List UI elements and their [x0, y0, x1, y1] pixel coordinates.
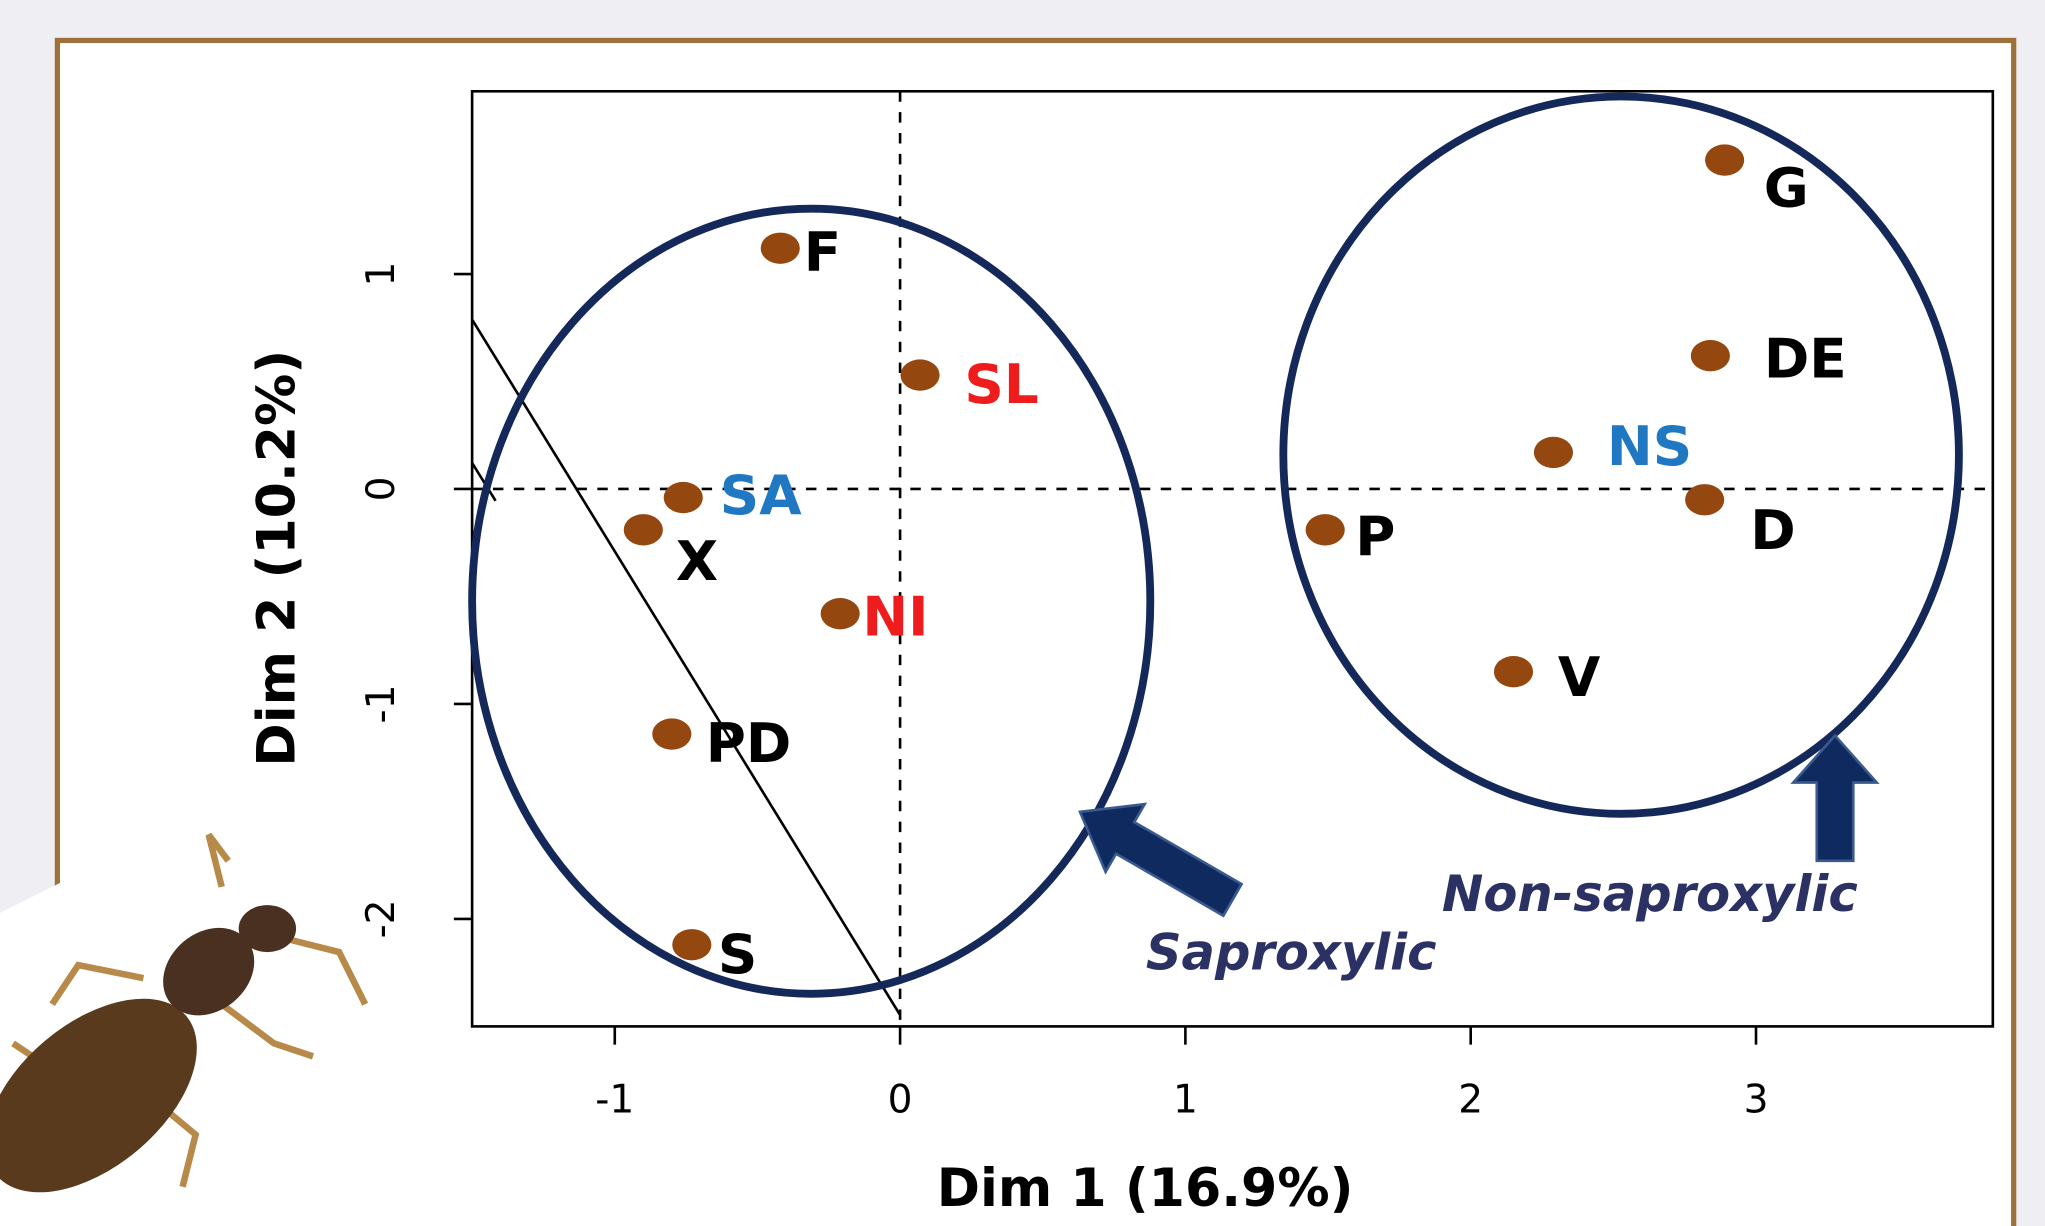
annotation: Saproxylic	[1146, 923, 1437, 981]
point-label: SL	[964, 352, 1038, 416]
chart-root: -1 0 1 2 3 -2 -1 0 1 F SL SAX NI PD S G DE NS D P V Saproxyl…	[0, 0, 2045, 1226]
point-label: NS	[1607, 414, 1692, 478]
point	[1306, 514, 1345, 545]
annotation: Non-saproxylic	[1442, 865, 1858, 923]
x-tick-label: -1	[595, 1078, 634, 1123]
x-tick-label: 0	[888, 1078, 913, 1123]
point	[652, 718, 691, 749]
point	[1685, 484, 1724, 515]
point	[624, 514, 663, 545]
point-label: PD	[706, 711, 792, 775]
point-label: X	[676, 529, 718, 593]
point-label: SA	[720, 463, 802, 527]
beetle-head	[239, 905, 296, 952]
point-label: V	[1558, 645, 1601, 709]
point-label: S	[718, 922, 757, 986]
x-axis-label: Dim 1 (16.9%)	[937, 1159, 1354, 1219]
point-label: G	[1764, 156, 1809, 220]
y-tick-label: 1	[359, 262, 404, 287]
point	[664, 482, 703, 513]
point	[761, 233, 800, 264]
point-label: F	[804, 220, 841, 284]
point	[900, 359, 939, 390]
y-tick-label: 0	[359, 477, 404, 502]
point	[1494, 656, 1533, 687]
point	[1705, 144, 1744, 175]
point-label: P	[1355, 504, 1395, 568]
x-tick-label: 3	[1744, 1078, 1769, 1123]
point-label: D	[1750, 498, 1795, 562]
y-axis-label: Dim 2 (10.2%)	[247, 350, 307, 767]
y-tick-label: -1	[359, 684, 404, 723]
x-tick-label: 2	[1458, 1078, 1483, 1123]
point	[1534, 437, 1573, 468]
chart: -1 0 1 2 3 -2 -1 0 1 F SL SAX NI PD S G DE NS D P V Saproxyl…	[0, 0, 2045, 1226]
point	[1691, 340, 1730, 371]
point-label: DE	[1764, 326, 1847, 390]
y-tick-label: -2	[359, 899, 404, 938]
point-label: NI	[862, 584, 928, 648]
point	[672, 929, 711, 960]
x-tick-label: 1	[1173, 1078, 1198, 1123]
point	[821, 598, 860, 629]
